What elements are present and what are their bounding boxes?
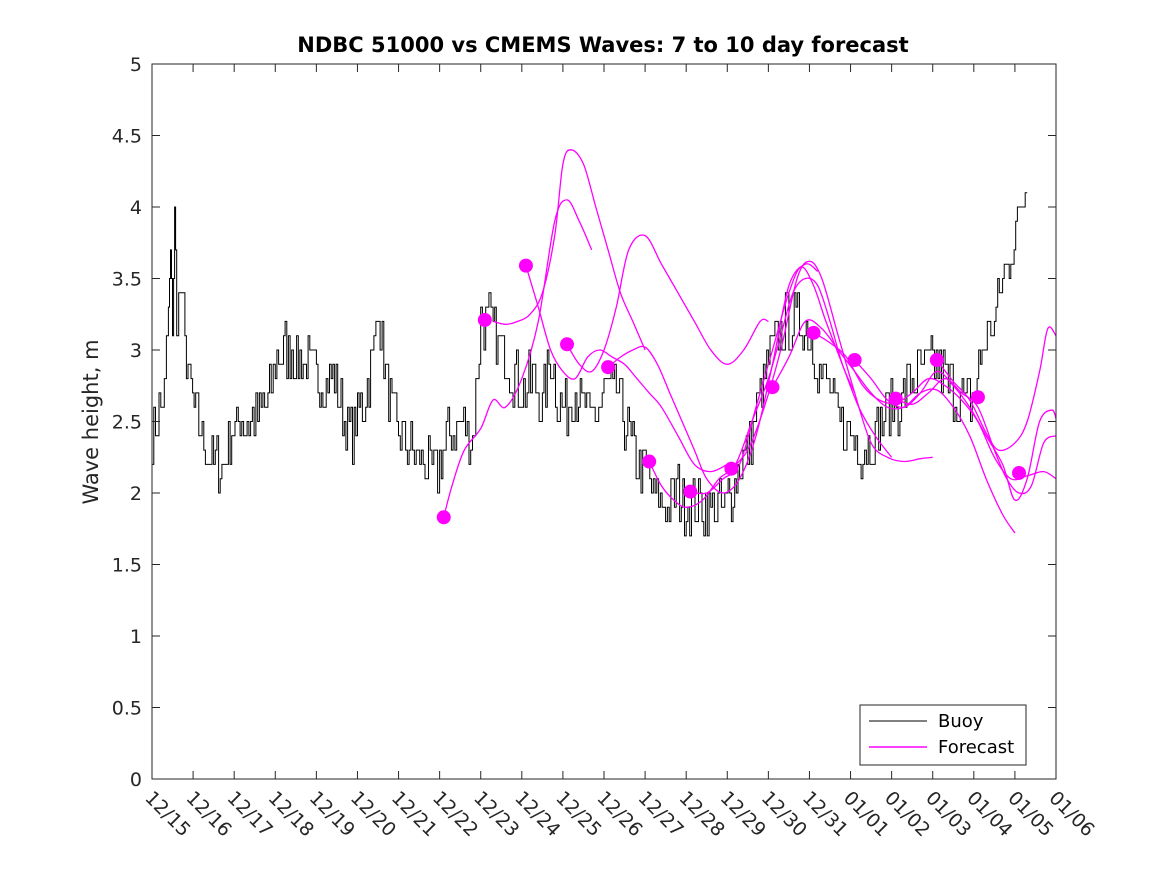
buoy-series-line [152,192,1028,537]
legend-buoy-label: Buoy [938,711,984,732]
forecast-marker [888,391,903,406]
forecast-marker [765,380,780,395]
forecast-line-3 [525,265,728,473]
y-tick-label: 1 [130,626,142,648]
x-tick-label: 01/02 [880,787,934,841]
forecast-line-4 [566,234,769,373]
x-tick-label: 12/25 [551,787,605,841]
forecast-marker [477,312,492,327]
forecast-line-13 [936,326,1057,452]
chart-title: NDBC 51000 vs CMEMS Waves: 7 to 10 day f… [297,33,908,57]
y-tick-label: 1.5 [112,555,142,577]
x-tick-label: 12/24 [510,787,564,841]
forecast-marker [847,353,862,368]
x-tick-label: 12/20 [346,787,400,841]
forecast-marker [436,510,451,525]
y-tick-label: 4 [130,197,142,219]
y-tick-label: 2.5 [112,412,142,434]
x-tick-label: 01/04 [962,787,1016,841]
x-tick-label: 12/18 [264,787,318,841]
forecast-line-1 [443,199,593,518]
forecast-line-2 [492,149,646,351]
forecast-marker [806,325,821,340]
x-tick-label: 01/01 [839,787,893,841]
y-axis: 0 0.5 1 1.5 2 2.5 3 3.5 4 4.5 5 [112,54,1056,791]
x-tick-label: 12/30 [757,787,811,841]
forecast-line-6 [648,277,856,508]
forecast-marker [642,454,657,469]
forecast-marker [560,337,575,352]
forecast-line-8 [730,260,933,470]
forecast-marker [929,353,944,368]
legend: Buoy Forecast [859,704,1027,766]
y-tick-label: 4.5 [112,126,142,148]
x-tick-label: 12/16 [182,787,236,841]
y-axis-label: Wave height, m [79,339,103,504]
forecast-marker [724,461,739,476]
x-tick-label: 01/05 [1003,787,1057,841]
x-tick-label: 12/29 [716,787,770,841]
x-tick-label: 12/21 [387,787,441,841]
x-tick-label: 12/31 [798,787,852,841]
x-tick-label: 01/03 [921,787,975,841]
forecast-marker [683,484,698,499]
y-tick-label: 3 [130,340,142,362]
x-tick-label: 12/28 [675,787,729,841]
forecast-line-11 [854,359,1057,502]
forecast-marker [601,360,616,375]
y-tick-label: 0.5 [112,698,142,720]
plot-frame [151,63,1057,780]
y-tick-label: 2 [130,483,142,505]
legend-box [859,704,1027,766]
x-tick-label: 12/17 [223,787,277,841]
forecast-line-9 [771,319,1016,534]
forecast-line-12 [895,377,1057,495]
x-tick-label: 12/26 [592,787,646,841]
x-tick-label: 12/27 [634,787,688,841]
forecast-marker [1012,465,1027,480]
plot-area [152,149,1057,537]
forecast-marker [970,390,985,405]
y-tick-label: 0 [130,769,142,791]
legend-forecast-label: Forecast [938,737,1014,758]
x-tick-label: 12/22 [428,787,482,841]
x-tick-label: 12/15 [140,787,194,841]
x-tick-label: 01/06 [1044,787,1098,841]
y-tick-label: 5 [130,54,142,76]
x-tick-label: 12/23 [469,787,523,841]
x-tick-label: 12/19 [305,787,359,841]
y-tick-label: 3.5 [112,269,142,291]
forecast-marker [518,258,533,273]
